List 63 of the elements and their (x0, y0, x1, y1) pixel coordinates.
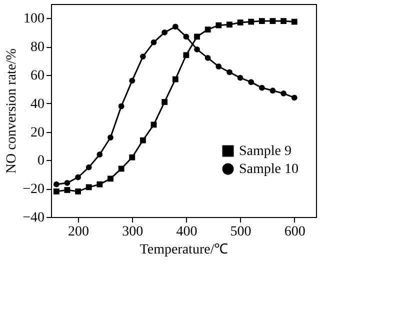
point (216, 64, 222, 70)
point (194, 34, 200, 40)
x-tick-label: 600 (284, 224, 306, 240)
point (86, 164, 92, 170)
point (172, 76, 178, 82)
y-tick-label: −20 (22, 182, 44, 198)
point (162, 29, 168, 36)
y-tick-label: 40 (30, 96, 44, 112)
point (183, 34, 190, 40)
y-tick-label: 60 (30, 68, 44, 84)
point (204, 55, 211, 61)
point (291, 18, 298, 25)
x-tick-label: 400 (176, 224, 198, 240)
y-tick-label: −40 (22, 210, 44, 226)
point (150, 39, 157, 46)
point (258, 18, 265, 24)
point (248, 18, 254, 25)
point (237, 20, 244, 26)
point (118, 166, 124, 172)
y-tick-label: 100 (24, 12, 44, 27)
point (194, 46, 200, 52)
point (258, 84, 265, 91)
x-tick-label: 200 (68, 224, 90, 240)
point (172, 24, 178, 30)
point (183, 52, 190, 58)
point (129, 78, 136, 84)
point (53, 181, 60, 188)
x-tick-label: 300 (122, 224, 144, 240)
point (140, 54, 146, 60)
point (291, 94, 298, 101)
point (86, 184, 92, 190)
x-axis-title: Temperature/℃ (140, 242, 228, 258)
point (216, 22, 222, 28)
y-tick-label: 80 (30, 40, 44, 56)
y-tick-label: 0 (38, 154, 44, 169)
point (150, 122, 157, 128)
point (204, 26, 211, 33)
point (270, 18, 276, 24)
point (226, 22, 232, 28)
point (237, 74, 244, 81)
point (64, 187, 70, 193)
point (96, 181, 103, 188)
point (108, 134, 114, 140)
point (118, 103, 124, 110)
point (96, 152, 103, 158)
point (75, 174, 81, 180)
point (280, 90, 287, 96)
point (270, 88, 276, 94)
point (140, 137, 146, 144)
x-tick-label: 500 (230, 224, 252, 240)
point (280, 18, 287, 24)
point (162, 99, 168, 105)
legend-label: Sample 10 (239, 162, 298, 177)
legend-label: Sample 9 (239, 144, 292, 159)
point (248, 79, 254, 86)
y-axis-title: NO conversion rate/% (4, 48, 20, 174)
point (108, 176, 114, 182)
y-tick-label: 20 (30, 125, 44, 140)
point (64, 180, 70, 186)
point (75, 188, 81, 194)
point (53, 188, 60, 194)
point (129, 154, 136, 160)
point (226, 69, 232, 76)
